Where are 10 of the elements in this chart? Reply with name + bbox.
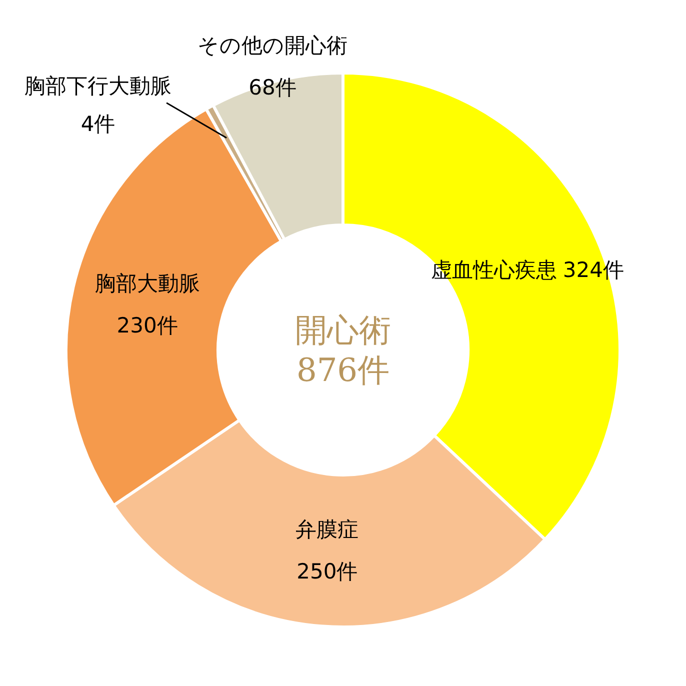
slice-label: 胸部大動脈 bbox=[94, 271, 200, 296]
slice-label: その他の開心術 bbox=[197, 34, 348, 58]
data-label: 250件 bbox=[296, 559, 358, 584]
slice-label: 胸部下行大動脈 bbox=[24, 74, 172, 98]
text: 876件 bbox=[296, 351, 390, 389]
data-label: 68件 bbox=[248, 76, 296, 100]
data-label: 4件 bbox=[80, 112, 116, 136]
slice-label: 弁膜症 bbox=[296, 517, 359, 542]
data-label: 230件 bbox=[116, 313, 178, 338]
text: 開心術 bbox=[295, 311, 391, 349]
